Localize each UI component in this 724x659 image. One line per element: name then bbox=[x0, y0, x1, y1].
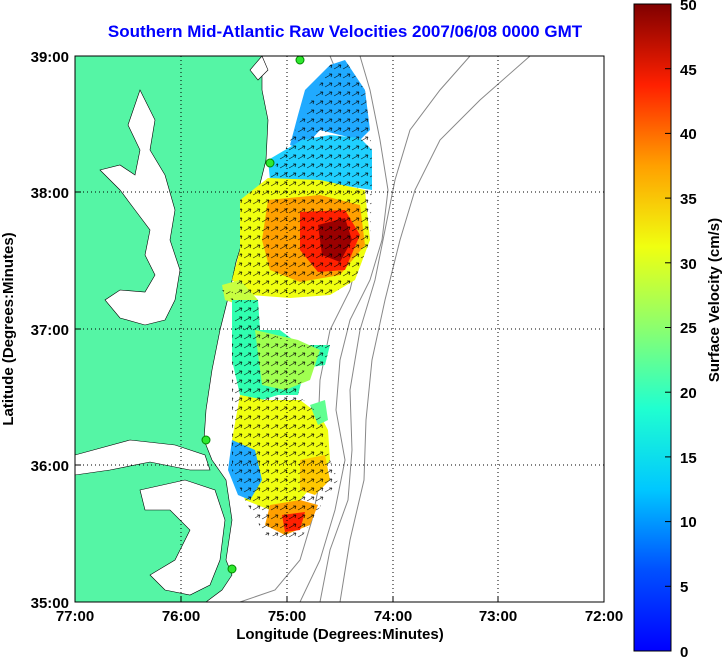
x-tick-label: 74:00 bbox=[374, 608, 412, 625]
x-tick-label: 73:00 bbox=[479, 608, 517, 625]
colorbar-tick-label: 0 bbox=[680, 644, 688, 659]
velocity-vectors bbox=[222, 60, 372, 540]
colorbar-tick-label: 30 bbox=[680, 256, 697, 273]
y-tick-label: 38:00 bbox=[31, 185, 69, 202]
colorbar-tick-label: 50 bbox=[680, 0, 697, 14]
colorbar-tick-label: 40 bbox=[680, 126, 697, 143]
x-tick-label: 77:00 bbox=[56, 608, 94, 625]
tick-marks bbox=[74, 55, 605, 603]
station-marker bbox=[201, 435, 211, 445]
y-tick-label: 36:00 bbox=[31, 458, 69, 475]
colorbar-tick-label: 20 bbox=[680, 385, 697, 402]
radar-stations bbox=[201, 56, 305, 574]
y-tick-label: 39:00 bbox=[31, 49, 69, 66]
delaware-bay bbox=[249, 56, 269, 81]
station-marker bbox=[227, 564, 237, 574]
colorbar-tick-label: 10 bbox=[680, 514, 697, 531]
x-tick-label: 72:00 bbox=[585, 608, 623, 625]
colorbar-tick-labels: 50 45 40 35 30 25 20 15 10 5 0 bbox=[680, 0, 697, 659]
grid-lines bbox=[75, 56, 604, 602]
chesapeake-bay bbox=[99, 89, 181, 326]
albemarle-sound bbox=[75, 439, 211, 476]
station-marker bbox=[265, 158, 275, 168]
x-tick-label: 76:00 bbox=[162, 608, 200, 625]
y-tick-label: 37:00 bbox=[31, 322, 69, 339]
y-axis-label: Latitude (Degrees:Minutes) bbox=[0, 232, 17, 425]
pamlico-sound bbox=[139, 479, 226, 596]
colorbar-label: Surface Velocity (cm/s) bbox=[706, 218, 723, 382]
colorbar-ticks bbox=[665, 3, 671, 652]
x-axis-ticks: 77:00 76:00 75:00 74:00 73:00 72:00 bbox=[56, 608, 623, 625]
colorbar bbox=[633, 3, 672, 652]
x-axis-label: Longitude (Degrees:Minutes) bbox=[236, 626, 444, 643]
colorbar-tick-label: 35 bbox=[680, 191, 697, 208]
x-tick-label: 75:00 bbox=[268, 608, 306, 625]
y-axis-ticks: 39:00 38:00 37:00 36:00 35:00 bbox=[31, 49, 69, 612]
colorbar-tick-label: 25 bbox=[680, 320, 697, 337]
map-title: Southern Mid-Atlantic Raw Velocities 200… bbox=[107, 22, 583, 41]
colorbar-tick-label: 5 bbox=[680, 579, 688, 596]
y-tick-label: 35:00 bbox=[31, 595, 69, 612]
colorbar-tick-label: 15 bbox=[680, 450, 697, 467]
colorbar-tick-label: 45 bbox=[680, 62, 697, 79]
station-marker bbox=[295, 56, 305, 65]
